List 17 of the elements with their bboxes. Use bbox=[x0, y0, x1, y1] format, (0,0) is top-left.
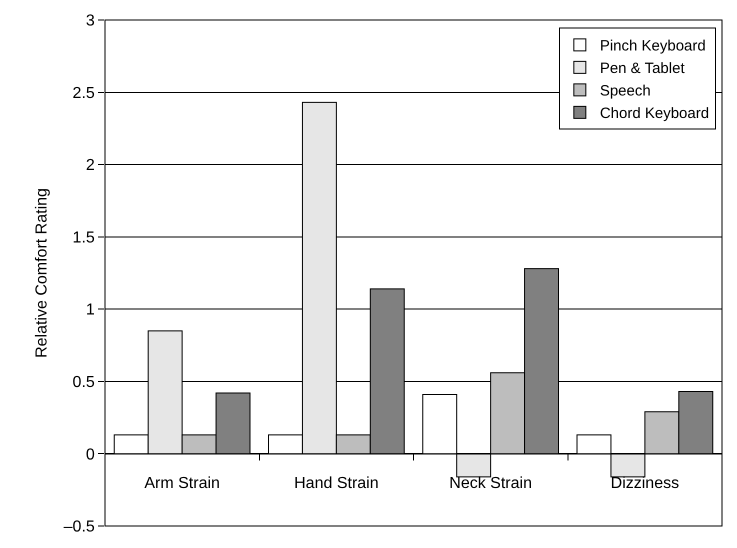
x-tick-label: Dizziness bbox=[610, 474, 680, 492]
y-tick-label: 1 bbox=[86, 302, 95, 319]
legend-label: Pinch Keyboard bbox=[600, 38, 706, 55]
y-tick-label: –0.5 bbox=[64, 518, 95, 536]
legend-label: Speech bbox=[600, 82, 651, 100]
y-tick-label: 0 bbox=[86, 446, 95, 464]
x-tick-label: Hand Strain bbox=[294, 474, 379, 492]
y-tick-label: 3 bbox=[86, 12, 95, 30]
legend-label: Pen & Tablet bbox=[600, 60, 686, 78]
y-axis-title: Relative Comfort Rating bbox=[34, 188, 51, 358]
y-tick-label: 2 bbox=[86, 157, 95, 174]
legend-label: Chord Keyboard bbox=[600, 105, 710, 122]
y-tick-label: 1.5 bbox=[72, 229, 95, 246]
y-tick-label: 0.5 bbox=[72, 374, 95, 392]
y-tick-label: 2.5 bbox=[72, 84, 95, 102]
x-tick-label: Neck Strain bbox=[449, 474, 532, 492]
x-tick-label: Arm Strain bbox=[144, 474, 220, 492]
